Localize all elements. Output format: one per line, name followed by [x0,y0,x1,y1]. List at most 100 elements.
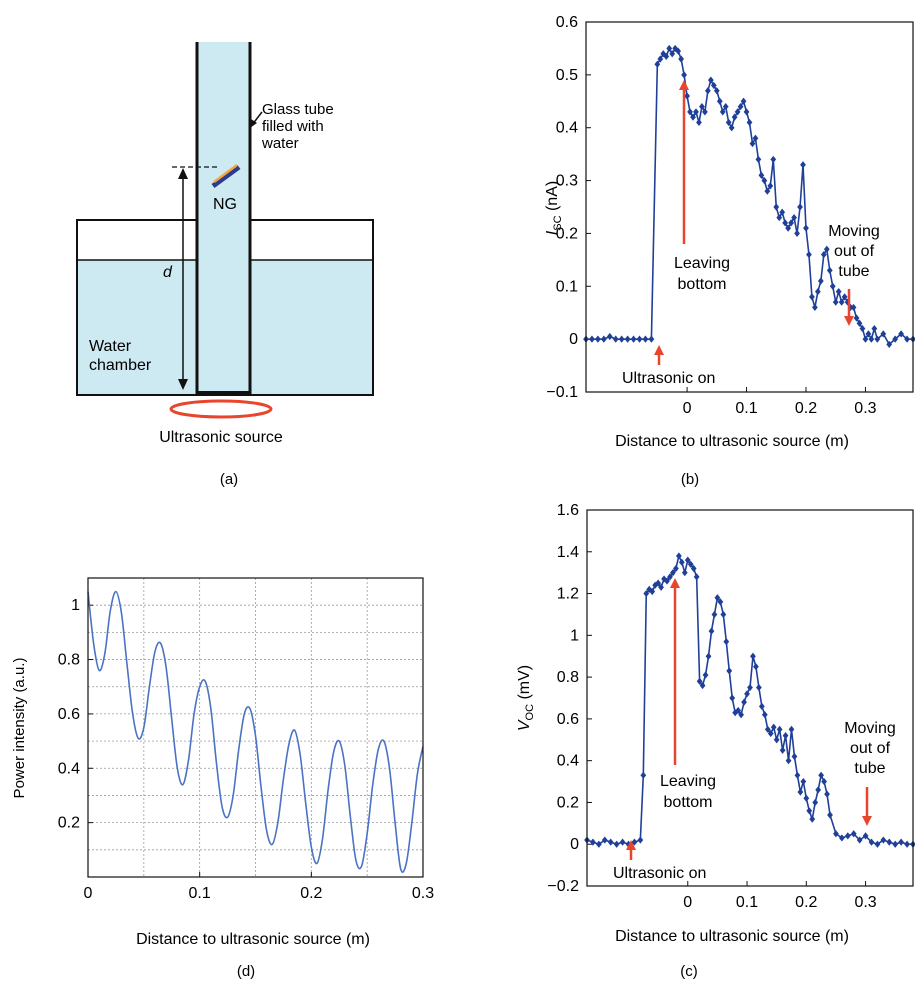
data-point-marker [672,44,679,53]
data-point-marker [696,118,702,127]
data-point-marker [711,610,718,619]
data-point-marker [859,324,866,333]
data-point-marker [678,558,685,566]
data-point-marker [710,81,717,90]
d-arrow-head-up [178,168,188,179]
data-point-marker [612,335,619,343]
data-point-marker [723,638,730,646]
data-point-marker [874,335,881,343]
glass-tube-water [197,42,250,395]
panel-c-y-axis-label: VOC (mV) [516,665,536,731]
panel-b-moving-out-arrow-head [844,316,854,326]
data-point-marker [788,219,794,227]
data-point-marker [820,250,827,259]
data-point-marker [797,788,804,796]
data-point-marker [832,298,839,306]
panel-b-x-axis-label: Distance to ultrasonic source (m) [615,433,849,450]
data-point-marker [773,736,780,744]
tube-label-line-2: filled with [262,118,324,135]
data-point-marker [693,108,699,116]
panel-c-ticks: 0 0.1 0.2 0.3 −0.2 0 0.2 0.4 0.6 0.8 1 1.2 1.4 1.6 [547,502,876,911]
x-tick-label: 0.3 [412,885,434,902]
data-point-marker [705,87,711,95]
data-point-marker [856,836,863,844]
x-tick-label: 0.3 [854,894,876,911]
panel-c-chart: 0 0.1 0.2 0.3 −0.2 0 0.2 0.4 0.6 0.8 1 1.2 1.4 1.6 VO… [516,502,915,980]
data-point-marker [761,711,768,719]
data-point-marker [746,118,753,127]
panel-b-moving-label-2: out of [834,243,875,260]
panel-c-moving-label-1: Moving [844,720,896,737]
data-point-marker [809,293,815,301]
panel-c-moving-out-arrow-head [862,816,872,826]
data-point-marker [693,573,700,581]
data-point-marker [681,569,688,577]
data-point-marker [850,830,857,838]
data-point-marker [782,219,789,227]
y-tick-label: 0 [570,836,579,853]
data-point-marker [640,771,647,779]
data-point-marker [791,752,798,761]
panel-d-y-axis-label: Power intensity (a.u.) [11,658,28,799]
y-tick-label: 0.2 [557,794,579,811]
x-tick-label: 0.1 [736,894,758,911]
data-point-marker [791,213,797,222]
data-point-marker [643,589,650,598]
panel-b-label: (b) [681,471,699,488]
x-tick-label: 0.2 [300,885,322,902]
data-point-marker [648,335,655,343]
data-point-marker [717,598,724,606]
data-point-marker [868,335,875,343]
data-point-marker [797,203,803,211]
data-point-marker [823,245,830,253]
panel-c-moving-label-3: tube [854,760,885,777]
data-point-marker [794,771,801,779]
data-point-marker [652,581,659,589]
data-point-marker [670,569,676,577]
data-point-marker [618,335,625,343]
data-point-marker [803,794,810,802]
panel-c-leaving-bottom-arrow-head [670,578,680,588]
power-intensity-line [87,590,424,873]
data-point-marker [658,583,664,591]
data-point-marker [713,87,720,95]
data-point-marker [708,627,715,635]
data-point-marker [669,50,676,58]
data-point-marker [824,790,830,798]
data-point-marker [636,335,643,343]
data-point-marker [865,330,872,338]
data-point-marker [722,102,729,111]
y-tick-label: 0.4 [58,760,80,777]
panel-b-plot-frame [585,21,914,393]
panel-d-plot-frame [87,577,424,878]
data-point-marker [675,552,682,560]
data-point-marker [655,579,662,587]
data-point-marker [740,97,747,105]
y-tick-label: 0.6 [556,14,578,31]
data-point-marker [744,690,750,698]
y-tick-label: 0.4 [556,120,578,137]
data-point-marker [812,303,818,312]
data-point-marker [812,798,819,807]
data-point-marker [761,176,768,185]
panel-b-moving-label-1: Moving [828,223,880,240]
panel-c-leaving-label-1: Leaving [660,773,716,790]
data-point-marker [590,838,596,846]
panel-b-moving-label-3: tube [838,263,869,280]
data-point-marker [856,319,863,327]
panel-d-grid [88,578,423,877]
panel-b-chart: 0 0.1 0.2 0.3 −0.1 0 0.1 0.2 0.3 0.4 0.5 0.6 ISC (n… [544,14,915,488]
data-point-marker [606,332,613,341]
data-point-marker [904,335,910,343]
data-point-marker [874,840,881,848]
data-point-marker [716,97,723,105]
data-point-marker [880,330,887,338]
data-point-marker [850,303,857,312]
data-point-marker [687,108,693,116]
x-tick-label: 0.1 [189,885,211,902]
data-point-marker [595,840,602,848]
data-point-marker [773,203,780,211]
data-point-marker [735,706,742,715]
data-point-marker [731,113,738,121]
